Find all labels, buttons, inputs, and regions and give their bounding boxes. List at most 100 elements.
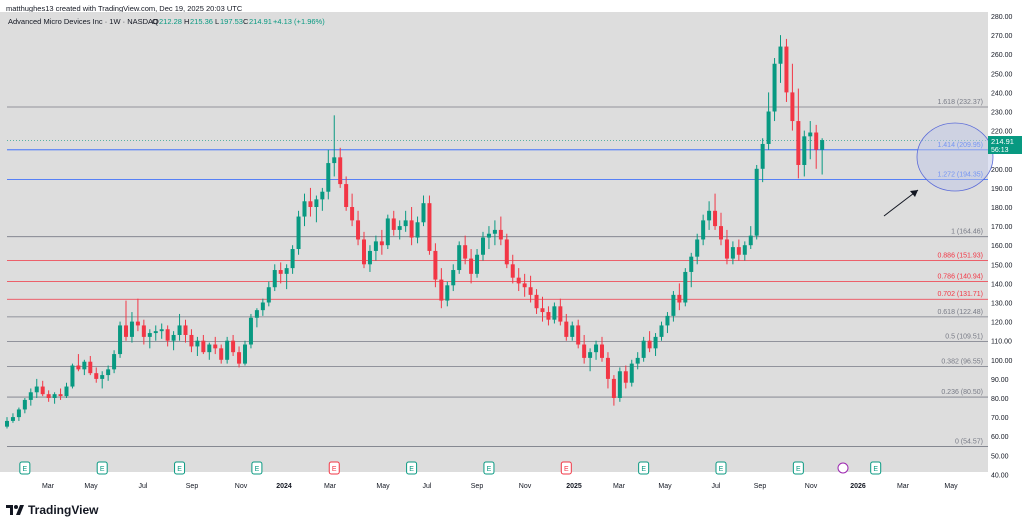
bar-countdown: 56:13 (991, 147, 1009, 154)
candle (135, 298, 140, 332)
candle-body (207, 344, 212, 353)
earnings-label: E (255, 466, 260, 473)
candle-body (260, 302, 265, 311)
tradingview-logo-icon (6, 505, 24, 515)
candle-body (373, 241, 378, 251)
earnings-badge (715, 461, 727, 475)
candle-body (748, 235, 753, 246)
earnings-label: E (641, 466, 646, 473)
candle-body (671, 294, 676, 316)
candle-body (784, 46, 789, 93)
candle (5, 417, 9, 429)
candle (445, 281, 450, 307)
candle-body (600, 344, 604, 358)
candle-body (808, 132, 813, 137)
price-tick: 190.00 (991, 186, 1013, 193)
candle (367, 245, 372, 272)
candle-body (796, 121, 801, 165)
price-tick: 40.00 (991, 472, 1009, 479)
candle (326, 149, 331, 200)
candle-body (742, 245, 747, 255)
candle (254, 308, 259, 328)
candle (772, 58, 777, 122)
candle-body (362, 239, 366, 265)
candle (379, 229, 384, 255)
time-tick: 2026 (850, 483, 866, 490)
earnings-badge (251, 461, 263, 475)
candle (385, 214, 390, 250)
candle (790, 63, 795, 131)
candle (177, 313, 182, 341)
candle (34, 378, 39, 398)
candle-body (701, 220, 706, 240)
price-tick: 50.00 (991, 453, 1009, 460)
candle-body (451, 270, 456, 286)
candle (433, 243, 438, 288)
candle-body (516, 277, 521, 284)
tradingview-brand: TradingView (28, 503, 99, 517)
time-tick: May (658, 483, 672, 490)
price-axis: 280.00 270.00 260.00 250.00 240.00 230.00 220.… (991, 14, 1013, 479)
time-tick: Nov (805, 483, 818, 490)
candle-body (683, 271, 688, 303)
earnings-label: E (100, 466, 105, 473)
earnings-label: E (409, 466, 414, 473)
candle (427, 195, 432, 255)
last-price-badge: 214.91 56:13 (988, 136, 1022, 154)
candle-body (118, 325, 123, 355)
candle (802, 130, 807, 177)
candle-body (522, 283, 527, 288)
candle (70, 363, 75, 389)
fib-levels: 1.618 (232.37)1.414 (209.95)1.272 (194.3… (7, 99, 988, 447)
candle-body (719, 226, 723, 240)
candle-body (469, 258, 474, 274)
candle-body (546, 312, 551, 320)
candle (64, 382, 69, 398)
price-tick: 90.00 (991, 377, 1009, 384)
candle-body (653, 336, 658, 349)
candle-body (713, 210, 718, 227)
candle (546, 306, 551, 326)
candle (409, 207, 414, 246)
candle (118, 321, 123, 358)
earnings-marker-icon: E (483, 461, 495, 475)
candle (266, 281, 271, 307)
created-by-header: matthughes13 created with TradingView.co… (6, 4, 243, 13)
candle (76, 354, 81, 372)
candle-body (433, 250, 438, 280)
candle-body (439, 279, 444, 301)
time-tick: Mar (613, 483, 626, 490)
price-tick: 220.00 (991, 129, 1013, 136)
candle-body (40, 386, 45, 395)
candle-body (28, 392, 33, 400)
candle (736, 239, 741, 261)
candle (695, 233, 700, 265)
candle (338, 147, 343, 188)
candle (552, 302, 557, 324)
candle (112, 350, 117, 374)
candle-body (219, 348, 224, 360)
tradingview-footer: TradingView (6, 503, 98, 517)
fib-label-7: 0.618 (122.48) (937, 309, 983, 316)
candle (207, 342, 212, 360)
candle-body (201, 340, 206, 353)
earnings-badge (560, 461, 572, 475)
candle-body (367, 250, 372, 265)
candle-body (564, 321, 569, 337)
candle (159, 323, 164, 339)
price-tick: 260.00 (991, 52, 1013, 59)
price-tick: 250.00 (991, 71, 1013, 78)
earnings-badge (406, 461, 418, 475)
plot-background (0, 12, 988, 472)
earnings-marker-icon: E (96, 461, 108, 475)
candle (730, 241, 735, 265)
candle-body (124, 325, 128, 337)
candle (129, 312, 134, 343)
time-tick: Mar (324, 483, 337, 490)
candle (153, 325, 158, 341)
candle (391, 210, 396, 236)
candle-body (34, 386, 39, 393)
time-tick: Mar (897, 483, 910, 490)
candle-body (576, 325, 581, 345)
